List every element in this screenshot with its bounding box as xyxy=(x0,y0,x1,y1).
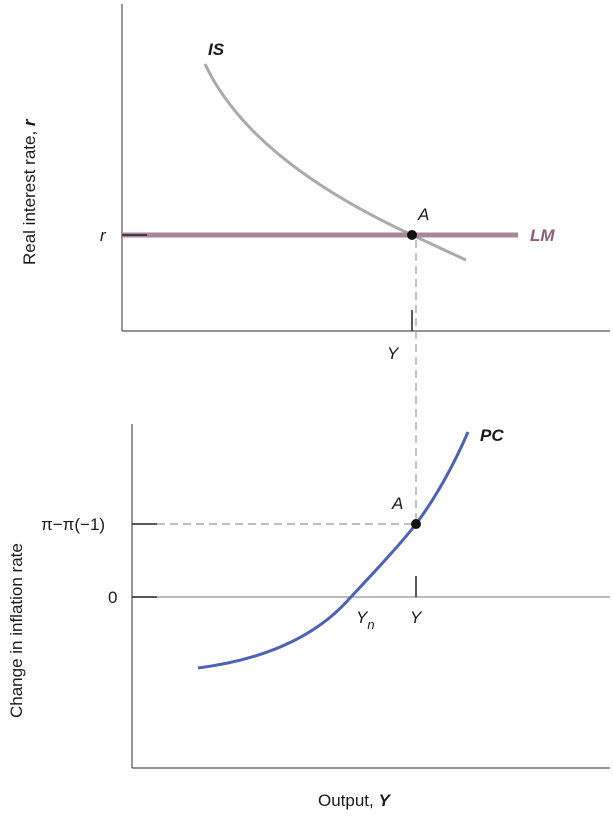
equilibrium-point-bottom xyxy=(411,519,421,529)
point-a-label-top: A xyxy=(417,205,429,224)
bottom-y-tick-label: Y xyxy=(410,608,423,627)
bottom-y-axis-title: Change in inflation rate xyxy=(7,543,26,718)
pc-curve xyxy=(197,431,470,670)
top-y-tick-label: Y xyxy=(387,344,400,363)
x-axis-title: Output, Y xyxy=(318,791,391,810)
is-lm-panel: IS LM r A Y Real interest rate, r xyxy=(20,4,610,363)
point-a-label-bottom: A xyxy=(391,494,403,513)
top-y-axis-title: Real interest rate, r xyxy=(20,118,39,265)
natural-output-label: Yn xyxy=(356,608,375,632)
equilibrium-point-top xyxy=(407,230,417,240)
r-tick-label: r xyxy=(100,226,107,245)
pc-panel: 0 π−π(−1) PC A Y Yn Change in inflation … xyxy=(7,424,610,810)
lm-label: LM xyxy=(530,226,555,245)
pc-label: PC xyxy=(480,426,504,445)
is-curve xyxy=(203,63,467,262)
pi-tick-label: π−π(−1) xyxy=(41,515,105,534)
is-label: IS xyxy=(208,40,225,59)
zero-tick-label: 0 xyxy=(108,588,117,607)
